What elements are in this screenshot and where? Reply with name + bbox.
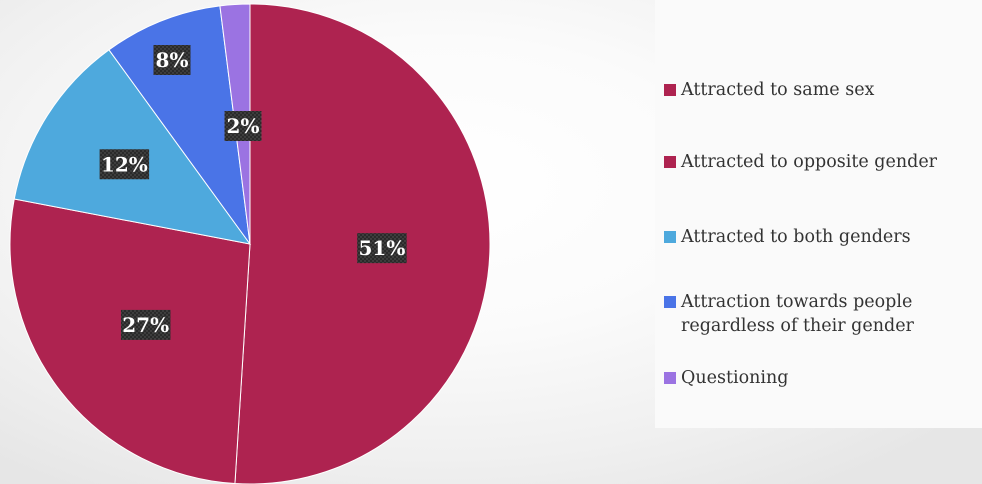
legend-swatch [664,296,676,308]
pie-slice-attracted-to-both-genders [13,49,252,245]
data-label-text: 2% [227,114,260,138]
legend-swatch [664,156,676,168]
legend-panel [655,0,982,428]
data-label-attracted-to-same-sex: 51% [357,233,407,264]
data-label-questioning: 2% [224,111,262,141]
legend-label: Attracted to same sex [681,80,875,100]
legend-label: Attraction towards people regardless of … [681,292,914,336]
legend-label: Attracted to both genders [681,227,911,247]
data-label-attracted-to-both-genders: 12% [99,149,150,180]
legend-label: Questioning [681,368,789,388]
data-label-attraction-towards-people-regardless-of-their-gender: 8% [153,45,191,75]
data-labels: 51% 27% 12% 8% 2% [99,45,407,340]
data-label-text: 51% [359,236,406,260]
legend-item-attracted-to-both-genders: Attracted to both genders [664,225,911,249]
legend-swatch [664,231,676,243]
data-label-box [120,309,171,340]
data-label-box [357,233,407,264]
data-label-box [99,149,150,180]
pie-slices [9,3,491,484]
legend-item-attracted-to-same-sex: Attracted to same sex [664,78,874,102]
pie-slice-attraction-towards-people-regardless-of-their-gender [108,5,251,245]
legend-item-questioning: Questioning [664,366,788,390]
data-label-box [224,111,262,141]
legend-label: Attracted to opposite gender [681,152,938,172]
data-label-attracted-to-opposite-gender: 27% [120,309,171,340]
legend-swatch [664,372,676,384]
data-label-text: 8% [156,48,189,72]
legend-item-attracted-to-opposite-gender: Attracted to opposite gender [664,150,937,174]
legend-swatch [664,84,676,96]
legend-item-attraction-towards-people-regardless-of-their-gender: Attraction towards people regardless of … [664,290,914,338]
data-label-text: 27% [122,313,169,337]
pie-slice-attracted-to-opposite-gender [9,198,251,484]
data-label-box [153,45,191,75]
data-label-text: 12% [101,152,148,176]
